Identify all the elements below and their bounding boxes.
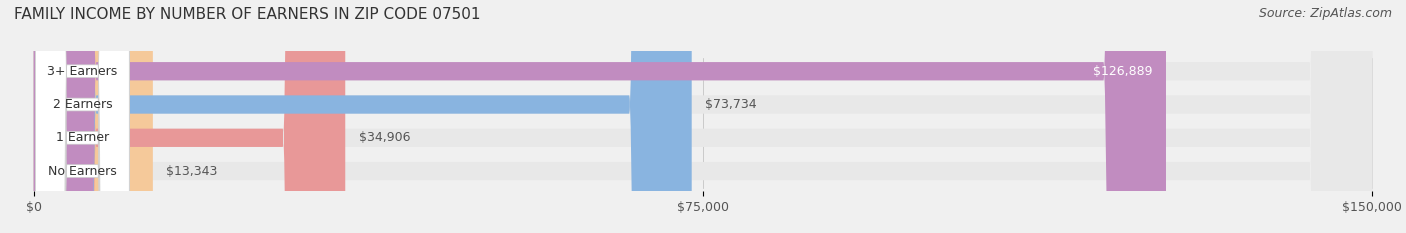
FancyBboxPatch shape xyxy=(35,0,129,233)
FancyBboxPatch shape xyxy=(34,0,1372,233)
Text: 3+ Earners: 3+ Earners xyxy=(48,65,118,78)
FancyBboxPatch shape xyxy=(34,0,153,233)
Text: 2 Earners: 2 Earners xyxy=(52,98,112,111)
FancyBboxPatch shape xyxy=(35,0,129,233)
FancyBboxPatch shape xyxy=(35,0,129,233)
FancyBboxPatch shape xyxy=(35,0,129,233)
FancyBboxPatch shape xyxy=(34,0,692,233)
Text: FAMILY INCOME BY NUMBER OF EARNERS IN ZIP CODE 07501: FAMILY INCOME BY NUMBER OF EARNERS IN ZI… xyxy=(14,7,481,22)
FancyBboxPatch shape xyxy=(34,0,1372,233)
Text: No Earners: No Earners xyxy=(48,164,117,178)
FancyBboxPatch shape xyxy=(34,0,1372,233)
Text: 1 Earner: 1 Earner xyxy=(56,131,110,144)
Text: $13,343: $13,343 xyxy=(166,164,218,178)
FancyBboxPatch shape xyxy=(34,0,1166,233)
Text: Source: ZipAtlas.com: Source: ZipAtlas.com xyxy=(1258,7,1392,20)
FancyBboxPatch shape xyxy=(34,0,1372,233)
Text: $126,889: $126,889 xyxy=(1092,65,1153,78)
FancyBboxPatch shape xyxy=(34,0,346,233)
Text: $34,906: $34,906 xyxy=(359,131,411,144)
Text: $73,734: $73,734 xyxy=(704,98,756,111)
